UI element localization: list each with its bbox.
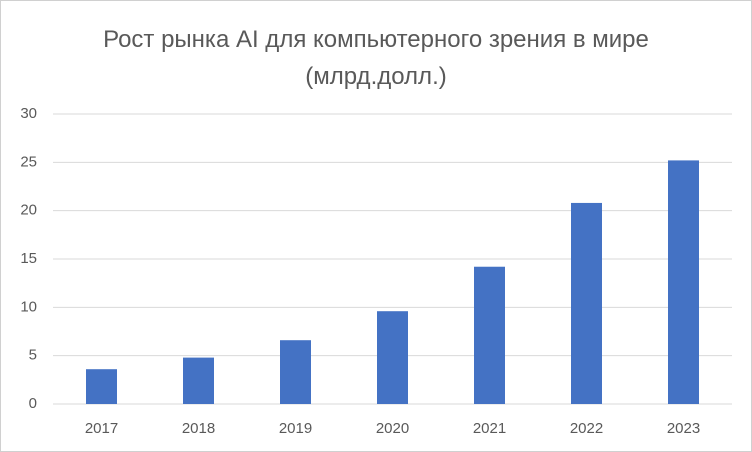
bar [183,357,214,404]
y-tick-label: 20 [20,202,37,219]
chart-title: Рост рынка AI для компьютерного зрения в… [103,26,649,90]
x-tick-label: 2019 [279,420,312,437]
bar [571,202,602,404]
x-tick-label: 2021 [473,420,506,437]
x-tick-label: 2023 [667,420,700,437]
bar [280,340,311,404]
x-tick-label: 2022 [570,420,603,437]
y-tick-label: 25 [20,153,37,170]
bar [474,266,505,404]
x-tick-label: 2018 [182,420,215,437]
y-tick-label: 5 [29,347,37,364]
bar [377,311,408,404]
y-tick-label: 10 [20,298,37,315]
y-tick-label: 0 [29,395,37,412]
y-tick-label: 15 [20,250,37,267]
x-tick-label: 2020 [376,420,409,437]
bar [86,369,117,404]
bar [668,160,699,404]
x-tick-label: 2017 [85,420,118,437]
y-tick-label: 30 [20,105,37,122]
